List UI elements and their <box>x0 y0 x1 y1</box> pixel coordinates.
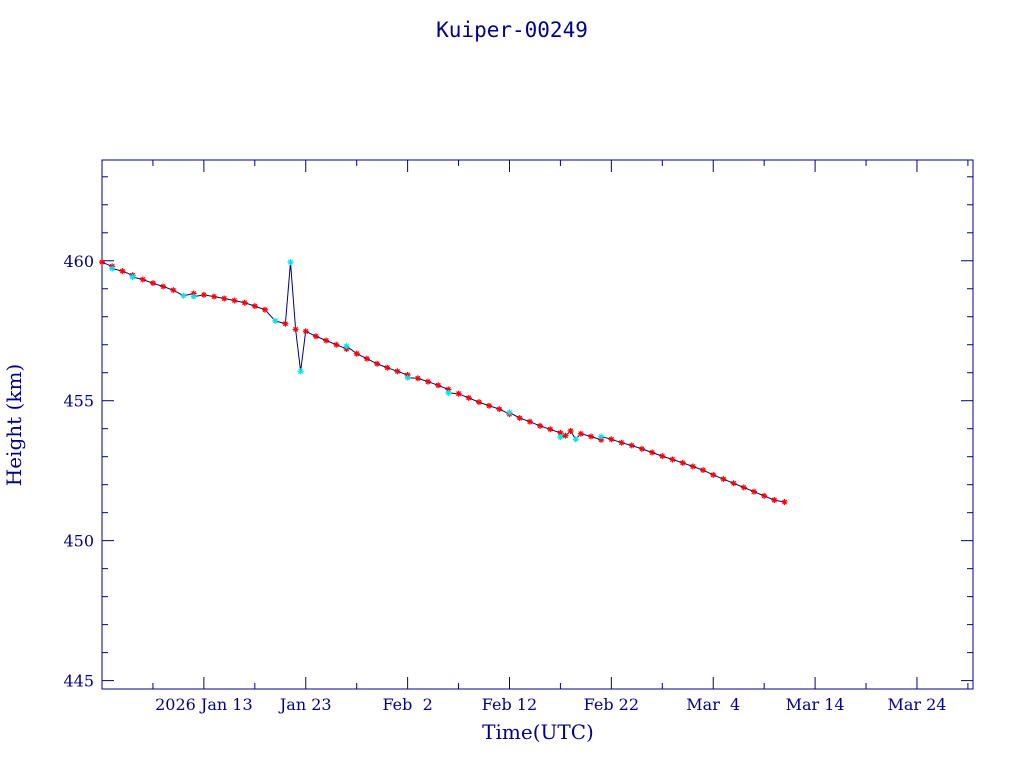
data-point <box>659 453 666 460</box>
data-point <box>149 280 156 287</box>
data-point <box>562 432 569 439</box>
data-point <box>669 456 676 463</box>
data-point <box>608 436 615 443</box>
data-point <box>374 360 381 367</box>
y-tick-labels: 445 450 455 460 <box>63 252 94 691</box>
data-point <box>720 476 727 483</box>
data-point <box>771 497 778 504</box>
data-point <box>99 259 105 266</box>
data-point <box>710 471 717 478</box>
data-point <box>638 445 645 452</box>
data-point <box>486 402 493 409</box>
data-point <box>577 430 584 437</box>
data-point <box>323 337 330 344</box>
x-axis-label: Time(UTC) <box>482 720 594 744</box>
data-point <box>618 439 625 446</box>
data-point <box>598 433 605 440</box>
y-axis-label: Height (km) <box>2 364 26 486</box>
plot-frame <box>101 159 974 690</box>
data-point <box>781 499 788 506</box>
data-point <box>160 283 167 290</box>
x-tick-label: Jan 23 <box>278 695 332 714</box>
data-point <box>587 433 594 440</box>
height-line <box>101 261 785 503</box>
data-point <box>139 276 146 283</box>
data-point <box>394 368 401 375</box>
data-point <box>750 488 757 495</box>
data-point <box>292 326 299 333</box>
data-point <box>312 333 319 340</box>
data-point <box>445 389 452 396</box>
data-point <box>572 436 579 443</box>
x-tick-label: Feb 2 <box>382 695 432 714</box>
data-point <box>649 449 656 456</box>
data-point <box>343 343 350 350</box>
data-point <box>404 374 411 381</box>
data-point <box>119 268 126 275</box>
data-point <box>455 390 462 397</box>
data-point <box>475 399 482 406</box>
data-point <box>272 317 279 324</box>
x-tick-label: Mar 4 <box>686 695 740 714</box>
data-point <box>414 375 421 382</box>
chart-title: Kuiper-00249 <box>436 18 588 42</box>
data-point <box>700 467 707 474</box>
data-point <box>384 364 391 371</box>
data-point <box>567 427 574 434</box>
data-point <box>211 293 218 300</box>
data-point <box>730 480 737 487</box>
data-point <box>506 409 513 416</box>
x-tick-label: Mar 24 <box>887 695 946 714</box>
x-tick-label: Feb 22 <box>584 695 639 714</box>
y-tick-label: 455 <box>63 392 94 411</box>
data-point <box>689 463 696 470</box>
data-point <box>628 442 635 449</box>
data-point <box>109 265 116 272</box>
data-point <box>526 418 533 425</box>
data-point <box>424 378 431 385</box>
data-point <box>353 350 360 357</box>
data-point <box>465 394 472 401</box>
data-point <box>302 328 309 335</box>
data-point <box>221 295 228 302</box>
data-point <box>679 459 686 466</box>
y-tick-label: 460 <box>63 252 94 271</box>
data-point <box>170 287 177 294</box>
y-tick-label: 450 <box>63 532 94 551</box>
data-markers <box>99 259 788 506</box>
data-point <box>435 382 442 389</box>
data-point <box>537 422 544 429</box>
data-point <box>363 355 370 362</box>
data-point <box>287 259 294 266</box>
data-point <box>297 368 304 375</box>
data-point <box>129 273 136 280</box>
data-point <box>496 406 503 413</box>
axis-ticks <box>101 160 973 689</box>
data-point <box>333 341 340 348</box>
data-point <box>516 415 523 422</box>
x-tick-labels: 2026 Jan 13 Jan 23 Feb 2 Feb 12 Feb 22 Mar 4 M… <box>155 695 946 714</box>
x-tick-label: 2026 Jan 13 <box>155 695 253 714</box>
data-point <box>241 299 248 306</box>
data-point <box>282 320 289 327</box>
data-point <box>190 293 197 300</box>
data-point <box>761 492 768 499</box>
data-point <box>740 484 747 491</box>
data-point <box>251 303 258 310</box>
x-tick-label: Mar 14 <box>786 695 845 714</box>
x-tick-label: Feb 12 <box>482 695 537 714</box>
data-point <box>261 306 268 313</box>
data-point <box>180 292 187 299</box>
data-point <box>547 426 554 433</box>
data-point <box>557 434 564 441</box>
data-point <box>231 297 238 304</box>
data-point <box>200 291 207 298</box>
y-tick-label: 445 <box>63 672 94 691</box>
